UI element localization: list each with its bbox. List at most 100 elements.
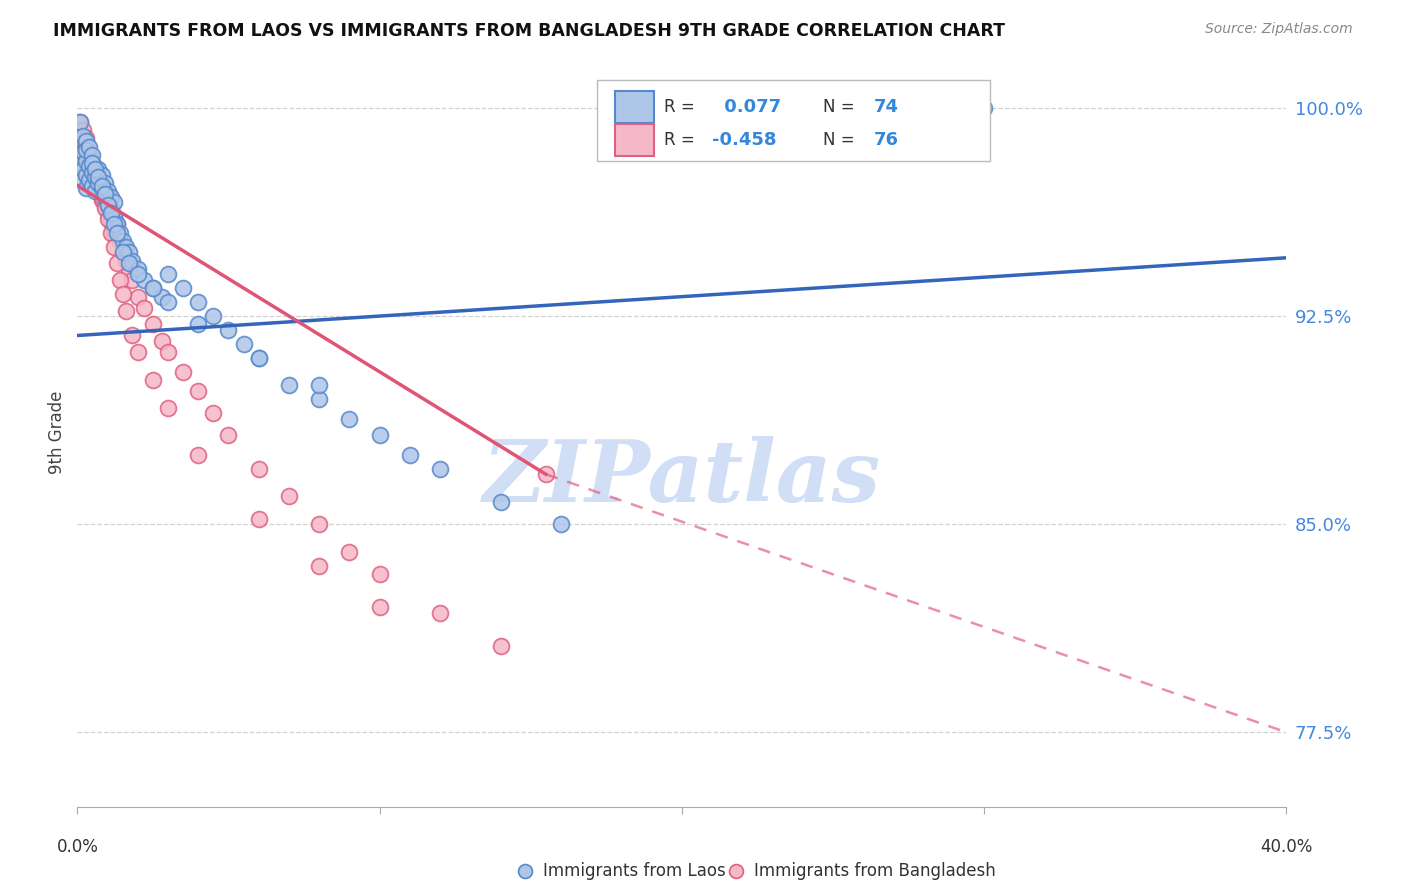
Point <box>82 156 104 170</box>
Point <box>111 234 134 248</box>
Point <box>90 178 112 193</box>
Point <box>187 384 209 398</box>
Text: 0.0%: 0.0% <box>56 838 98 855</box>
Point <box>87 161 110 176</box>
Point <box>69 115 91 129</box>
Point <box>172 365 194 379</box>
Text: 0.077: 0.077 <box>718 98 782 116</box>
Point <box>105 218 128 232</box>
Point <box>150 290 173 304</box>
Point <box>75 168 97 182</box>
Point <box>103 195 125 210</box>
Point <box>157 345 180 359</box>
Text: IMMIGRANTS FROM LAOS VS IMMIGRANTS FROM BANGLADESH 9TH GRADE CORRELATION CHART: IMMIGRANTS FROM LAOS VS IMMIGRANTS FROM … <box>53 22 1005 40</box>
Point <box>103 240 125 254</box>
Text: 74: 74 <box>875 98 900 116</box>
Point <box>75 143 97 157</box>
Point <box>308 517 330 532</box>
Text: N =: N = <box>824 131 855 149</box>
Point <box>100 226 122 240</box>
Point <box>100 190 122 204</box>
Point <box>84 161 107 176</box>
Point <box>172 281 194 295</box>
Point <box>82 178 104 193</box>
Point <box>72 145 94 160</box>
Point <box>87 184 110 198</box>
Point <box>87 170 110 185</box>
Text: R =: R = <box>664 131 695 149</box>
Text: Immigrants from Bangladesh: Immigrants from Bangladesh <box>755 862 997 880</box>
Point <box>187 318 209 332</box>
Point <box>96 184 118 198</box>
Point <box>534 467 557 482</box>
Point <box>114 253 136 268</box>
Point <box>247 511 270 525</box>
Text: Immigrants from Laos: Immigrants from Laos <box>543 862 725 880</box>
Point <box>100 206 122 220</box>
Point <box>79 176 101 190</box>
Point <box>308 378 330 392</box>
Point <box>75 181 97 195</box>
Point <box>247 351 270 365</box>
Point <box>87 170 110 185</box>
Point <box>142 281 165 295</box>
Point <box>79 140 101 154</box>
Y-axis label: 9th Grade: 9th Grade <box>48 391 66 475</box>
Point <box>368 428 391 442</box>
Point <box>103 218 125 232</box>
Point <box>84 168 107 182</box>
Point <box>399 448 422 462</box>
Point <box>157 268 180 282</box>
Point <box>111 286 134 301</box>
Point <box>368 567 391 582</box>
Point <box>75 153 97 168</box>
Point <box>69 128 91 143</box>
Point <box>69 115 91 129</box>
Point <box>118 245 141 260</box>
Point <box>114 303 136 318</box>
Point <box>368 600 391 615</box>
Point <box>96 193 118 207</box>
Text: N =: N = <box>824 98 855 116</box>
Point <box>103 209 125 223</box>
Point <box>72 128 94 143</box>
Point <box>118 261 141 276</box>
Point <box>93 184 115 198</box>
Point <box>90 168 112 182</box>
Point <box>105 218 128 232</box>
Point <box>108 273 131 287</box>
Point <box>87 176 110 190</box>
Point <box>108 234 131 248</box>
Point <box>93 176 115 190</box>
Point <box>72 123 94 137</box>
Point <box>69 156 91 170</box>
Point <box>82 156 104 170</box>
Point <box>100 215 122 229</box>
Point <box>72 148 94 162</box>
Point <box>127 290 149 304</box>
Point <box>75 168 97 182</box>
Point <box>337 411 360 425</box>
Point <box>96 211 118 226</box>
Point <box>142 281 165 295</box>
Point <box>121 253 143 268</box>
Point <box>157 295 180 310</box>
Point <box>69 156 91 170</box>
Text: 40.0%: 40.0% <box>1260 838 1313 855</box>
Point <box>75 153 97 168</box>
Point <box>429 461 451 475</box>
Point <box>308 392 330 407</box>
Point <box>72 161 94 176</box>
Point <box>84 170 107 185</box>
Text: 76: 76 <box>875 131 900 149</box>
Point <box>132 301 155 315</box>
Point <box>72 161 94 176</box>
Point <box>93 201 115 215</box>
Point <box>108 226 131 240</box>
Point <box>69 143 91 157</box>
Point <box>84 184 107 198</box>
Point <box>550 517 572 532</box>
Point <box>142 373 165 387</box>
Point <box>93 198 115 212</box>
Point <box>100 201 122 215</box>
